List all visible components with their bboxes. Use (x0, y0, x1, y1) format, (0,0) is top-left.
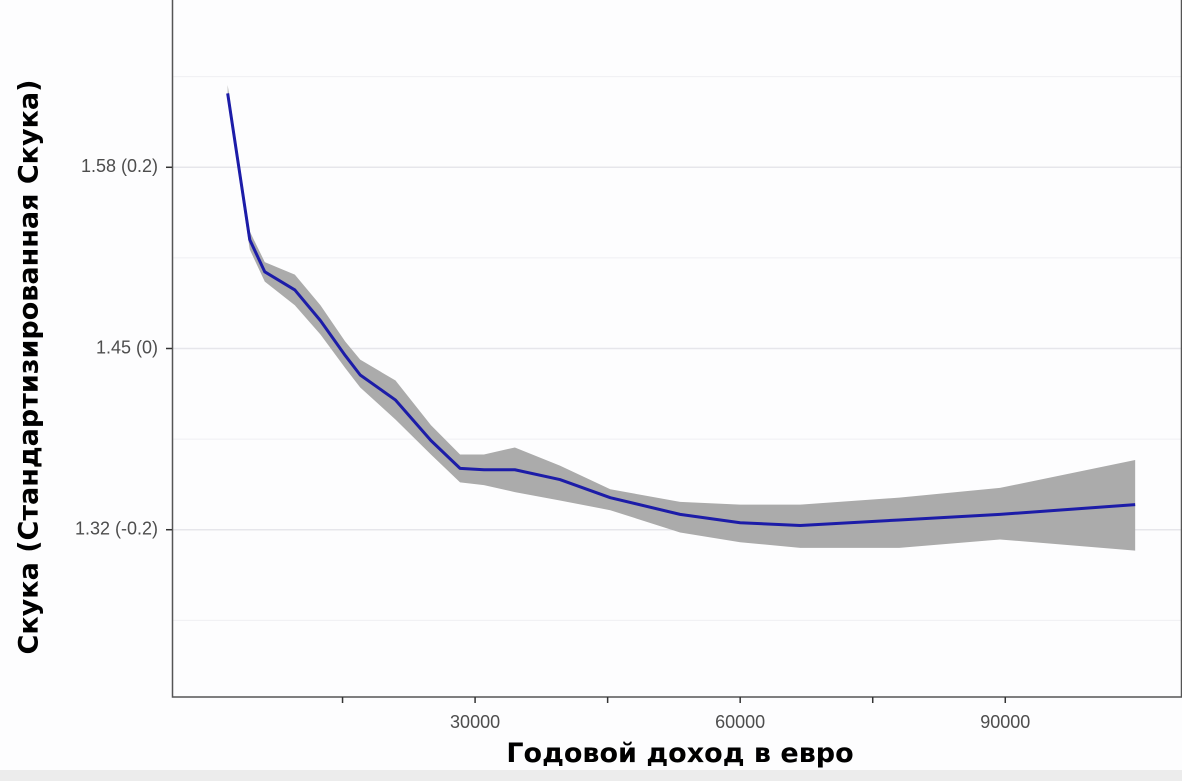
y-tick-label: 1.45 (0) (96, 337, 158, 357)
x-tick-label: 30000 (450, 712, 500, 732)
y-tick-label: 1.32 (-0.2) (75, 518, 158, 538)
y-tick-label: 1.58 (0.2) (81, 156, 158, 176)
x-tick-label: 60000 (715, 712, 765, 732)
y-axis-title: Скука (Стандартизированная Скука) (14, 80, 45, 655)
confidence-band (227, 85, 1136, 551)
axes: 1.58 (0.2) 1.45 (0) 1.32 (-0.2) 30000 60000 9… (75, 156, 1030, 732)
bottom-strip (0, 770, 1182, 781)
x-tick-label: 90000 (980, 712, 1030, 732)
x-axis-title: Годовой доход в евро (506, 738, 853, 769)
plot (226, 85, 1136, 551)
trend-line (226, 93, 1136, 528)
